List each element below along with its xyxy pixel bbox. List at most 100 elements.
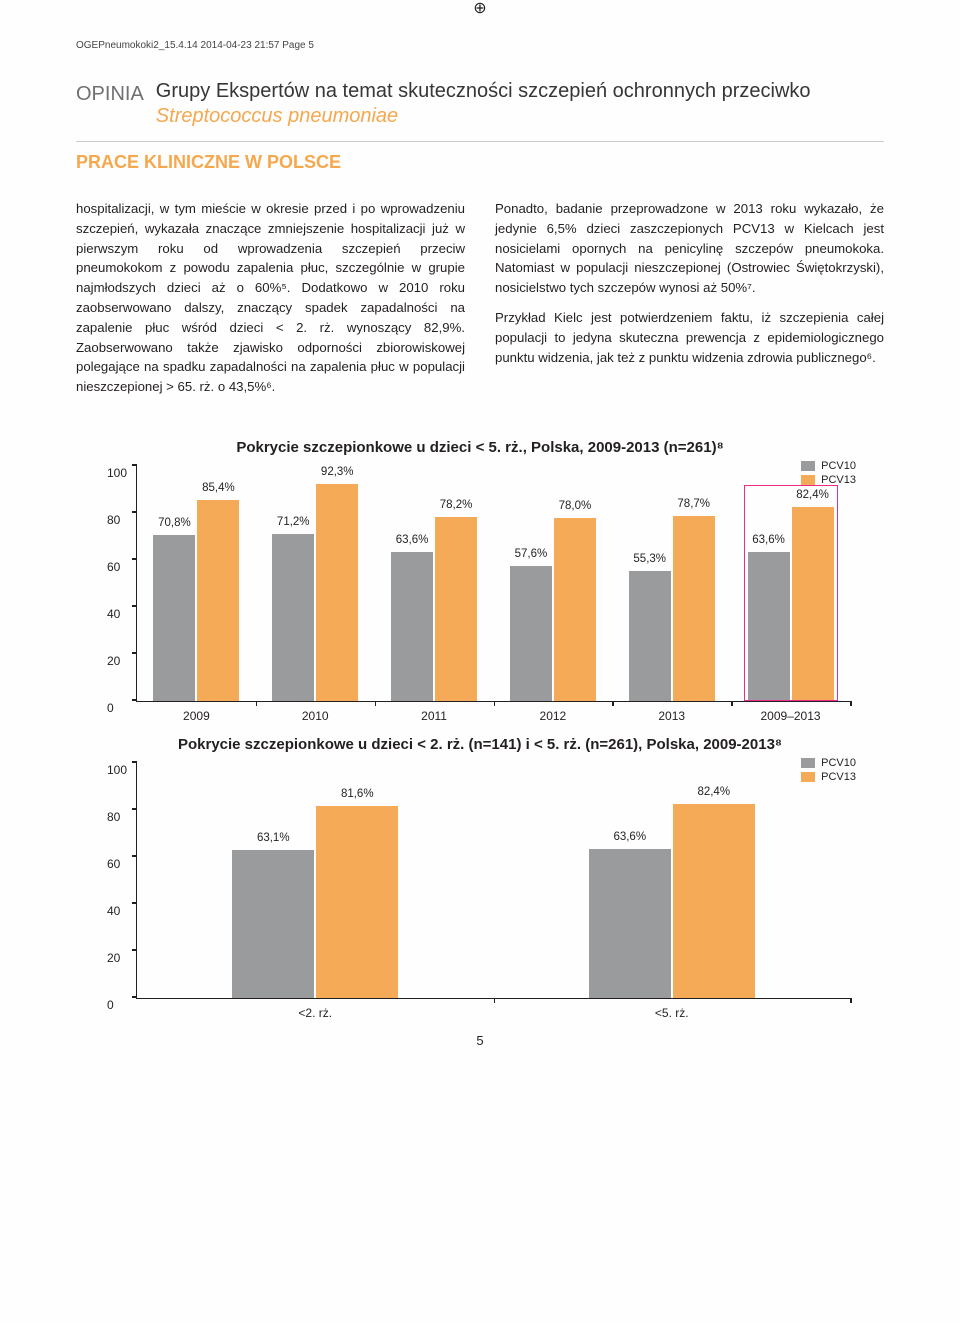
bar-group: 70,8%85,4%2009 xyxy=(137,466,256,701)
bar: 78,2% xyxy=(435,517,477,701)
xtick-mark xyxy=(850,701,852,706)
bar-group: 71,2%92,3%2010 xyxy=(256,466,375,701)
ytick-label: 20 xyxy=(107,951,120,965)
xlabel: 2012 xyxy=(540,709,567,723)
bar: 85,4% xyxy=(197,500,239,701)
bar: 78,7% xyxy=(673,516,715,701)
bar: 82,4% xyxy=(792,507,834,701)
body-columns: hospitalizacji, w tym mieście w okresie … xyxy=(76,199,884,407)
bar-label: 71,2% xyxy=(277,516,310,528)
bar: 92,3% xyxy=(316,484,358,701)
print-header: OGEPneumokoki2_15.4.14 2014-04-23 21:57 … xyxy=(76,40,884,51)
opinia-line2: Streptococcus pneumoniae xyxy=(156,104,811,129)
chart2: 63,1%81,6%<2. rż.63,6%82,4%<5. rż. 02040… xyxy=(136,763,850,999)
bar: 82,4% xyxy=(673,804,755,998)
ytick-mark xyxy=(132,511,137,513)
bar-group: 63,1%81,6%<2. rż. xyxy=(137,763,494,998)
ytick-label: 80 xyxy=(107,810,120,824)
bar-label: 78,0% xyxy=(559,500,592,512)
ytick-mark xyxy=(132,605,137,607)
xlabel: 2009 xyxy=(183,709,210,723)
col-left: hospitalizacji, w tym mieście w okresie … xyxy=(76,199,465,407)
bar-group: 63,6%78,2%2011 xyxy=(375,466,494,701)
bar-group: 55,3%78,7%2013 xyxy=(612,466,731,701)
chart1: 70,8%85,4%200971,2%92,3%201063,6%78,2%20… xyxy=(136,466,850,702)
ytick-label: 60 xyxy=(107,560,120,574)
ytick-label: 60 xyxy=(107,857,120,871)
bar-group: 57,6%78,0%2012 xyxy=(493,466,612,701)
section-title: PRACE KLINICZNE W POLSCE xyxy=(76,141,884,173)
ytick-mark xyxy=(132,699,137,701)
ytick-mark xyxy=(132,808,137,810)
page: ⊕ ⊕ ⊕ OGEPneumokoki2_15.4.14 2014-04-23 … xyxy=(0,0,960,1323)
bar-label: 55,3% xyxy=(633,553,666,565)
registration-mark-top: ⊕ xyxy=(473,0,486,18)
bar: 71,2% xyxy=(272,534,314,701)
xlabel: 2010 xyxy=(302,709,329,723)
bar-label: 57,6% xyxy=(515,548,548,560)
body-right-p2: Przykład Kielc jest potwierdzeniem faktu… xyxy=(495,308,884,367)
ytick-mark xyxy=(132,464,137,466)
ytick-mark xyxy=(132,558,137,560)
chart1-title: Pokrycie szczepionkowe u dzieci < 5. rż.… xyxy=(76,439,884,456)
bar-label: 92,3% xyxy=(321,466,354,478)
bar: 81,6% xyxy=(316,806,398,998)
col-right: Ponadto, badanie przeprowadzone w 2013 r… xyxy=(495,199,884,407)
ytick-label: 40 xyxy=(107,904,120,918)
bar-label: 85,4% xyxy=(202,482,235,494)
opinia-line1: Grupy Ekspertów na temat skuteczności sz… xyxy=(156,79,811,104)
ytick-label: 20 xyxy=(107,654,120,668)
ytick-mark xyxy=(132,949,137,951)
bar: 78,0% xyxy=(554,518,596,701)
chart2-wrap: PCV10PCV13 63,1%81,6%<2. rż.63,6%82,4%<5… xyxy=(110,763,850,999)
opinia-label: OPINIA xyxy=(76,79,144,106)
bar: 57,6% xyxy=(510,566,552,701)
xlabel: 2011 xyxy=(421,709,447,723)
bar-label: 70,8% xyxy=(158,517,191,529)
bar-label: 81,6% xyxy=(341,788,374,800)
ytick-label: 80 xyxy=(107,513,120,527)
bar: 55,3% xyxy=(629,571,671,701)
bar-group: 63,6%82,4%2009–2013 xyxy=(731,466,850,701)
xtick-mark xyxy=(494,701,496,706)
xlabel: 2013 xyxy=(658,709,685,723)
ytick-mark xyxy=(132,902,137,904)
bar: 63,6% xyxy=(589,849,671,998)
page-number: 5 xyxy=(76,1033,884,1048)
xlabel: <5. rż. xyxy=(655,1006,689,1020)
bar: 63,6% xyxy=(391,552,433,701)
chart2-groups: 63,1%81,6%<2. rż.63,6%82,4%<5. rż. xyxy=(137,763,850,998)
xlabel: <2. rż. xyxy=(298,1006,332,1020)
bar-label: 63,6% xyxy=(396,534,429,546)
chart1-groups: 70,8%85,4%200971,2%92,3%201063,6%78,2%20… xyxy=(137,466,850,701)
bar-label: 82,4% xyxy=(796,489,829,501)
ytick-mark xyxy=(132,761,137,763)
xtick-mark xyxy=(731,701,733,706)
opinia-heading: OPINIA Grupy Ekspertów na temat skuteczn… xyxy=(76,79,884,129)
bar-label: 63,6% xyxy=(613,831,646,843)
bar-label: 78,7% xyxy=(677,498,710,510)
body-left: hospitalizacji, w tym mieście w okresie … xyxy=(76,199,465,397)
bar: 63,1% xyxy=(232,850,314,998)
bar-label: 63,1% xyxy=(257,832,290,844)
xtick-mark xyxy=(256,701,258,706)
xtick-mark xyxy=(850,998,852,1003)
ytick-mark xyxy=(132,996,137,998)
body-right-p1: Ponadto, badanie przeprowadzone w 2013 r… xyxy=(495,199,884,298)
bar-label: 78,2% xyxy=(440,499,473,511)
ytick-mark xyxy=(132,652,137,654)
bar-label: 82,4% xyxy=(697,786,730,798)
bar-group: 63,6%82,4%<5. rż. xyxy=(494,763,851,998)
xtick-mark xyxy=(612,701,614,706)
chart2-title: Pokrycie szczepionkowe u dzieci < 2. rż.… xyxy=(76,736,884,753)
ytick-mark xyxy=(132,855,137,857)
xlabel: 2009–2013 xyxy=(761,709,821,723)
ytick-label: 0 xyxy=(107,701,114,715)
bar: 63,6% xyxy=(748,552,790,701)
bar-label: 63,6% xyxy=(752,534,785,546)
ytick-label: 100 xyxy=(107,466,127,480)
xtick-mark xyxy=(375,701,377,706)
xtick-mark xyxy=(494,998,496,1003)
ytick-label: 40 xyxy=(107,607,120,621)
chart1-wrap: PCV10PCV13 70,8%85,4%200971,2%92,3%20106… xyxy=(110,466,850,702)
